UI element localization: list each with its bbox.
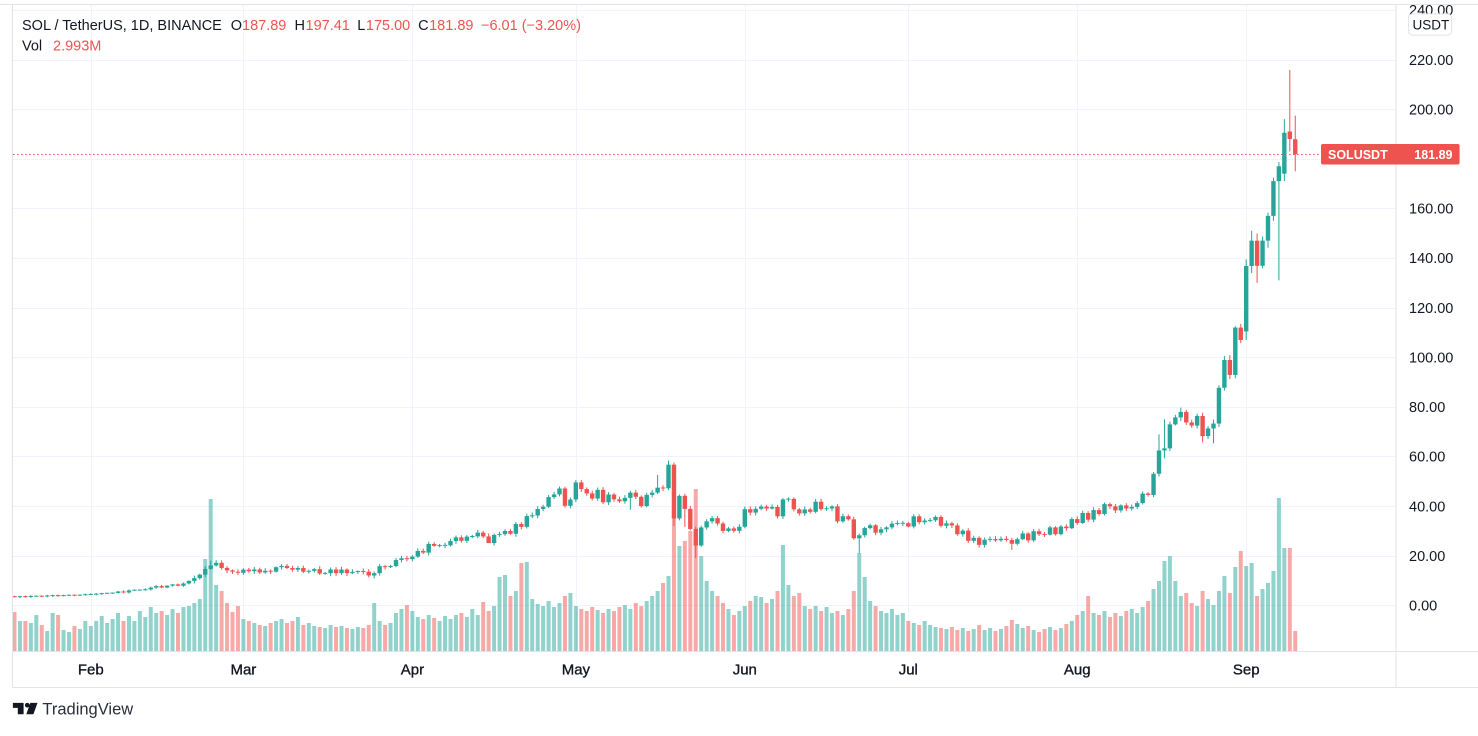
svg-text:TradingView: TradingView — [42, 701, 133, 719]
svg-text:100.00: 100.00 — [1409, 350, 1453, 366]
svg-text:C: C — [418, 18, 428, 34]
svg-text:Jun: Jun — [733, 662, 757, 679]
svg-text:SOLUSDT: SOLUSDT — [1328, 148, 1388, 162]
svg-text:181.89: 181.89 — [429, 18, 473, 34]
svg-text:SOL / TetherUS, 1D, BINANCE: SOL / TetherUS, 1D, BINANCE — [22, 18, 222, 34]
svg-text:20.00: 20.00 — [1409, 549, 1445, 565]
svg-text:2.993M: 2.993M — [53, 38, 101, 54]
svg-text:Apr: Apr — [401, 662, 424, 679]
svg-text:220.00: 220.00 — [1409, 53, 1453, 69]
svg-text:181.89: 181.89 — [1414, 148, 1452, 162]
svg-text:H: H — [295, 18, 305, 34]
svg-text:Feb: Feb — [78, 662, 104, 679]
svg-text:Vol: Vol — [22, 38, 42, 54]
svg-text:Sep: Sep — [1233, 662, 1260, 679]
svg-text:USDT: USDT — [1413, 17, 1450, 32]
svg-text:O: O — [231, 18, 242, 34]
svg-text:Jul: Jul — [899, 662, 918, 679]
svg-text:160.00: 160.00 — [1409, 202, 1453, 218]
svg-text:Mar: Mar — [230, 662, 256, 679]
svg-text:187.89: 187.89 — [242, 18, 286, 34]
svg-text:−6.01 (−3.20%): −6.01 (−3.20%) — [481, 18, 581, 34]
svg-text:80.00: 80.00 — [1409, 400, 1445, 416]
svg-text:40.00: 40.00 — [1409, 499, 1445, 515]
svg-text:L: L — [357, 18, 365, 34]
svg-text:Aug: Aug — [1064, 662, 1091, 679]
svg-text:200.00: 200.00 — [1409, 102, 1453, 118]
svg-text:60.00: 60.00 — [1409, 450, 1445, 466]
svg-text:120.00: 120.00 — [1409, 301, 1453, 317]
svg-text:175.00: 175.00 — [366, 18, 410, 34]
svg-text:197.41: 197.41 — [306, 18, 350, 34]
svg-text:May: May — [562, 662, 591, 679]
svg-text:140.00: 140.00 — [1409, 251, 1453, 267]
svg-text:0.00: 0.00 — [1409, 599, 1437, 615]
